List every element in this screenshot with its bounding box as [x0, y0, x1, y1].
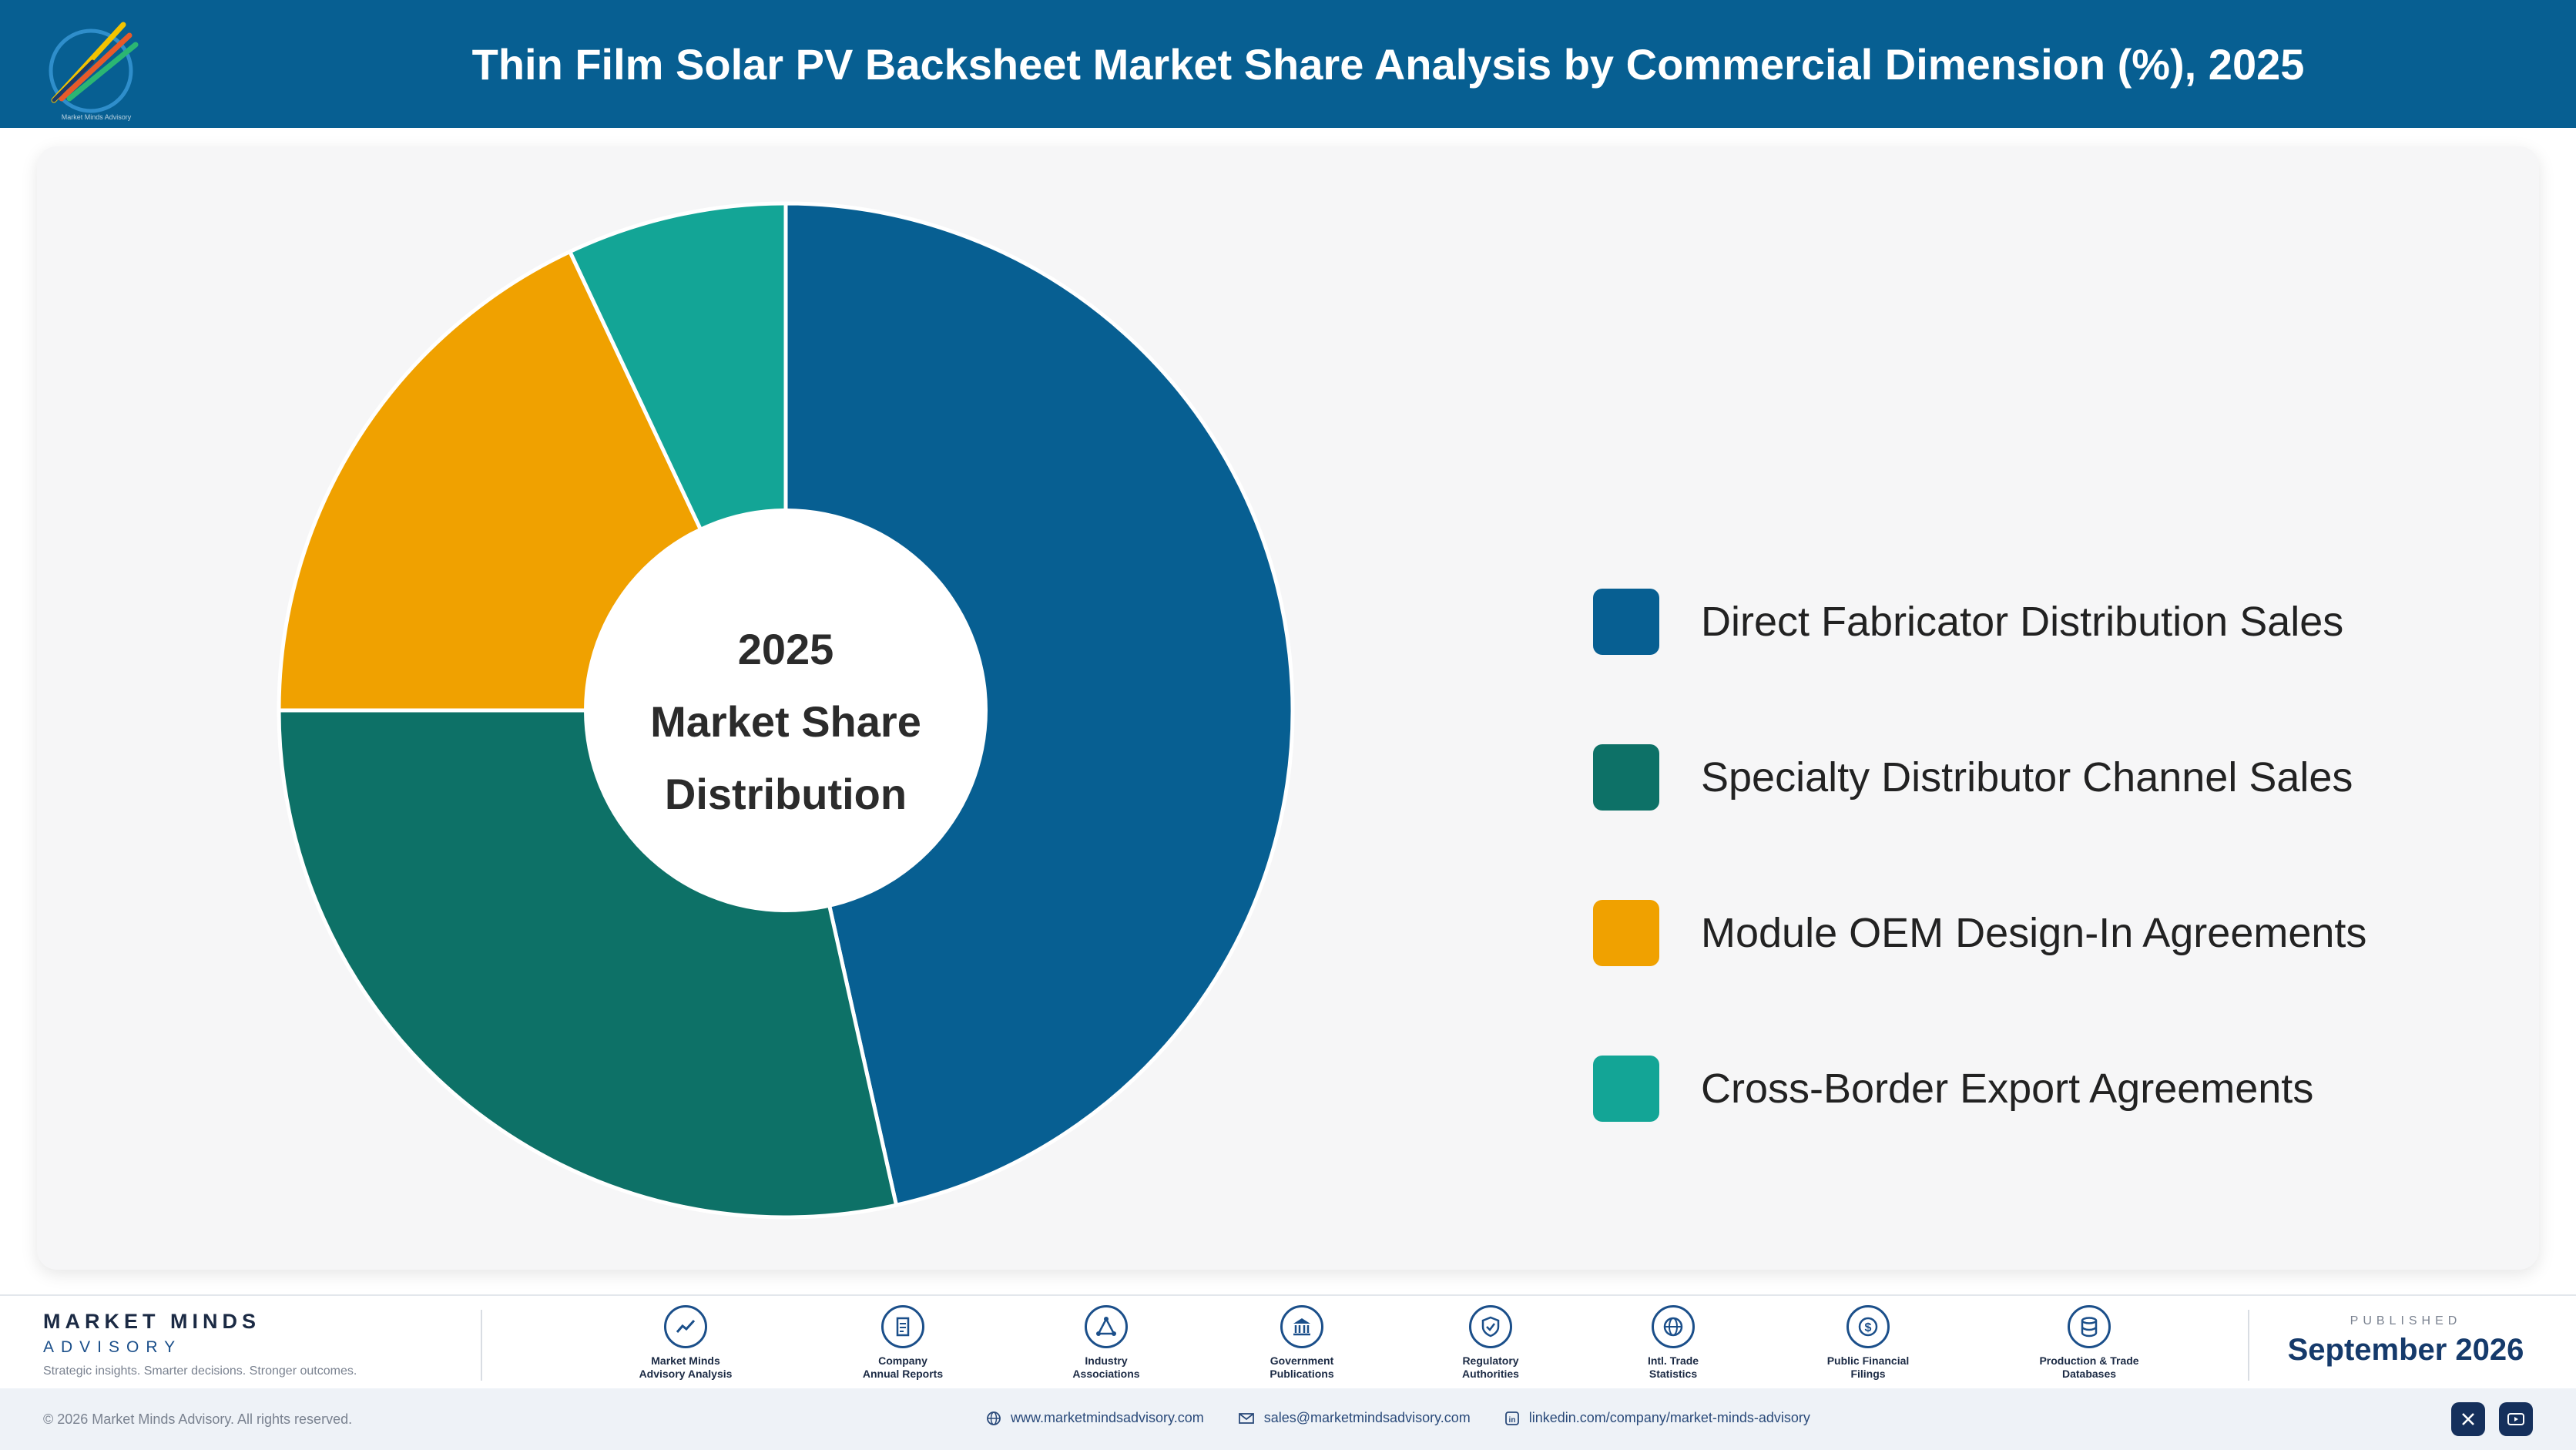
source-item: Regulatory Authorities	[1414, 1305, 1568, 1381]
legend-label: Specialty Distributor Channel Sales	[1701, 754, 2353, 801]
source-item: Company Annual Reports	[826, 1305, 980, 1381]
source-label: Production & Trade Databases	[2039, 1354, 2139, 1380]
shield-check-icon	[1469, 1305, 1512, 1348]
center-label-line2: Market Share	[650, 697, 921, 746]
source-label: Market Minds Advisory Analysis	[639, 1354, 733, 1380]
linkedin-icon: in	[1504, 1411, 1519, 1425]
legend-item: Cross-Border Export Agreements	[1593, 1056, 2366, 1211]
legend-label: Cross-Border Export Agreements	[1701, 1066, 2314, 1112]
mail-icon	[1238, 1412, 1254, 1424]
center-label-year: 2025	[738, 625, 834, 673]
brand-subtitle: ADVISORY	[43, 1338, 183, 1356]
linkedin-link[interactable]: in linkedin.com/company/market-minds-adv…	[1504, 1410, 1810, 1426]
legend-item: Module OEM Design-In Agreements	[1593, 900, 2366, 1056]
sources-list: Market Minds Advisory Analysis Company Ann…	[585, 1305, 2139, 1390]
pie-slice-1	[783, 201, 1295, 1207]
legend-label: Direct Fabricator Distribution Sales	[1701, 599, 2344, 645]
legend-swatch	[1593, 900, 1659, 966]
linkedin-text: linkedin.com/company/market-minds-adviso…	[1528, 1410, 1810, 1425]
legend-swatch	[1593, 589, 1659, 655]
published-date: September 2026	[2287, 1333, 2524, 1367]
footer-brand: MARKET MINDS ADVISORY Strategic insights…	[43, 1310, 357, 1378]
dollar-coin-icon: $	[1846, 1305, 1890, 1348]
published-label: PUBLISHED	[2350, 1314, 2462, 1327]
pie-chart: 2025 Market Share Distribution	[277, 201, 1295, 1220]
footer-divider	[481, 1310, 482, 1381]
source-label: Industry Associations	[1072, 1354, 1140, 1380]
youtube-icon[interactable]	[2499, 1402, 2533, 1436]
database-icon	[2068, 1305, 2111, 1348]
website-text: www.marketmindsadvisory.com	[1011, 1410, 1204, 1425]
legend-label: Module OEM Design-In Agreements	[1701, 910, 2367, 956]
trend-chart-icon	[664, 1305, 707, 1348]
government-building-icon	[1280, 1305, 1323, 1348]
document-icon	[881, 1305, 924, 1348]
brand-name: MARKET MINDS	[43, 1310, 260, 1333]
published-block: PUBLISHED September 2026	[2279, 1314, 2533, 1368]
source-item: Production & Trade Databases	[2012, 1305, 2166, 1381]
legend-item: Specialty Distributor Channel Sales	[1593, 744, 2366, 900]
source-item: Industry Associations	[1029, 1305, 1183, 1381]
source-label: Public Financial Filings	[1826, 1354, 1910, 1380]
center-label-line3: Distribution	[665, 770, 907, 818]
header-bar: Market Minds Advisory Thin Film Solar PV…	[0, 0, 2576, 128]
legend-item: Direct Fabricator Distribution Sales	[1593, 589, 2366, 744]
chart-card: 2025 Market Share Distribution Direct Fa…	[37, 146, 2539, 1270]
donut-hole	[584, 509, 988, 912]
page-title: Thin Film Solar PV Backsheet Market Shar…	[471, 39, 2305, 89]
footer-divider	[2248, 1310, 2249, 1381]
email-text: sales@marketmindsadvisory.com	[1263, 1410, 1471, 1425]
source-label: Intl. Trade Statistics	[1647, 1354, 1699, 1380]
x-icon[interactable]	[2451, 1402, 2485, 1436]
svg-text:Market Minds Advisory: Market Minds Advisory	[62, 113, 132, 121]
source-item: Market Minds Advisory Analysis	[609, 1305, 763, 1381]
source-item: Intl. Trade Statistics	[1596, 1305, 1750, 1381]
globe-icon	[1652, 1305, 1695, 1348]
network-icon	[1085, 1305, 1128, 1348]
contact-links: www.marketmindsadvisory.com sales@market…	[986, 1410, 1810, 1426]
source-label: Government Publications	[1270, 1354, 1334, 1380]
email-link[interactable]: sales@marketmindsadvisory.com	[1238, 1410, 1471, 1426]
source-item: Government Publications	[1225, 1305, 1379, 1381]
footer: MARKET MINDS ADVISORY Strategic insights…	[0, 1294, 2576, 1388]
social-links	[2451, 1402, 2533, 1436]
chart-legend: Direct Fabricator Distribution Sales Spe…	[1593, 589, 2366, 1211]
bottom-bar: © 2026 Market Minds Advisory. All rights…	[0, 1388, 2576, 1450]
source-label: Regulatory Authorities	[1462, 1354, 1519, 1380]
legend-swatch	[1593, 1056, 1659, 1122]
brand-tagline: Strategic insights. Smarter decisions. S…	[43, 1364, 357, 1378]
source-item: $ Public Financial Filings	[1791, 1305, 1945, 1381]
copyright-text: © 2026 Market Minds Advisory. All rights…	[43, 1411, 353, 1427]
legend-swatch	[1593, 744, 1659, 811]
website-link[interactable]: www.marketmindsadvisory.com	[986, 1410, 1204, 1426]
globe-icon	[987, 1411, 1001, 1425]
market-minds-logo-icon: Market Minds Advisory	[49, 22, 139, 121]
svg-text:in: in	[1508, 1416, 1515, 1425]
source-label: Company Annual Reports	[862, 1354, 944, 1380]
svg-text:$: $	[1865, 1321, 1872, 1334]
